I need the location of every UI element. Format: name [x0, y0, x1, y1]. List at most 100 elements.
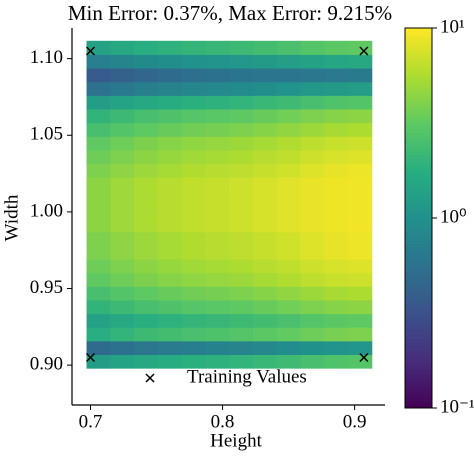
- heatmap-cell: [300, 177, 325, 192]
- heatmap-cell: [110, 327, 135, 342]
- heatmap-cell: [252, 81, 278, 96]
- heatmap-cell: [276, 149, 301, 165]
- heatmap-cell: [86, 40, 111, 55]
- heatmap-cell: [157, 95, 183, 110]
- heatmap-cell: [110, 204, 135, 219]
- heatmap-cell: [205, 163, 230, 178]
- colorbar-gradient: [405, 227, 432, 232]
- heatmap-cell: [324, 218, 349, 233]
- heatmap-cell: [324, 108, 349, 124]
- colorbar-gradient: [405, 151, 432, 156]
- colorbar-gradient: [405, 246, 432, 251]
- y-tick-label: 1.05: [30, 124, 63, 145]
- heatmap-cell: [300, 40, 325, 55]
- colorbar-gradient: [405, 297, 432, 301]
- heatmap-cell: [157, 340, 183, 356]
- colorbar-gradient: [405, 275, 432, 279]
- heatmap-cell: [252, 354, 278, 369]
- heatmap-cell: [157, 272, 183, 287]
- heatmap-cell: [134, 108, 159, 124]
- heatmap-cell: [252, 286, 278, 301]
- heatmap-cell: [181, 259, 206, 274]
- heatmap-cell: [157, 259, 183, 274]
- heatmap-cell: [157, 177, 183, 192]
- heatmap-cell: [276, 190, 301, 205]
- heatmap-cell: [181, 136, 206, 151]
- colorbar-gradient: [405, 303, 432, 308]
- marker-stroke: [145, 373, 155, 383]
- heatmap-cell: [324, 177, 349, 192]
- colorbar-gradient: [405, 189, 432, 194]
- heatmap-cell: [324, 299, 349, 315]
- heatmap-cell: [181, 163, 206, 178]
- heatmap-cell: [348, 108, 373, 124]
- heatmap-cell: [276, 177, 301, 192]
- heatmap-cell: [252, 204, 278, 219]
- heatmap-cell: [348, 286, 373, 301]
- heatmap-cell: [181, 95, 206, 110]
- heatmap-cell: [205, 313, 230, 328]
- heatmap-cell: [157, 122, 183, 137]
- colorbar-gradient: [405, 316, 432, 320]
- colorbar-gradient: [405, 195, 432, 200]
- heatmap-cell: [110, 122, 135, 137]
- heatmap-cell: [229, 190, 254, 205]
- colorbar-gradient: [405, 170, 432, 175]
- heatmap-cell: [181, 327, 206, 342]
- colorbar-gradient: [405, 94, 432, 99]
- heatmap-cell: [181, 299, 206, 315]
- heatmap-cell: [252, 163, 278, 178]
- heatmap-cell: [276, 245, 301, 260]
- heatmap-cell: [157, 163, 183, 178]
- heatmap-cell: [157, 299, 183, 315]
- heatmap-cell: [324, 354, 349, 369]
- heatmap-cell: [324, 81, 349, 96]
- heatmap-cell: [229, 313, 254, 328]
- heatmap-cell: [134, 272, 159, 287]
- heatmap-cell: [348, 68, 373, 83]
- colorbar-gradient: [405, 97, 432, 102]
- heatmap-cell: [157, 190, 183, 205]
- heatmap-cell: [134, 81, 159, 96]
- colorbar-gradient: [405, 256, 432, 260]
- heatmap-cell: [181, 54, 206, 69]
- heatmap-cell: [252, 259, 278, 274]
- colorbar-gradient: [405, 259, 432, 263]
- heatmap-cell: [252, 245, 278, 260]
- colorbar-gradient: [405, 300, 432, 304]
- heatmap-cell: [300, 313, 325, 328]
- heatmap-cell: [110, 177, 135, 192]
- colorbar-gradient: [405, 370, 432, 374]
- heatmap-cell: [324, 272, 349, 287]
- heatmap-cell: [276, 122, 301, 137]
- heatmap-cell: [229, 163, 254, 178]
- heatmap-cell: [300, 54, 325, 69]
- heatmap-cell: [276, 259, 301, 274]
- heatmap-cell: [110, 286, 135, 301]
- heatmap-cell: [110, 245, 135, 260]
- colorbar-gradient: [405, 208, 432, 213]
- heatmap-cell: [86, 149, 111, 165]
- colorbar-gradient: [405, 309, 432, 314]
- heatmap-cell: [157, 313, 183, 328]
- heatmap-cell: [110, 68, 135, 83]
- heatmap-cell: [86, 122, 111, 137]
- heatmap-cell: [252, 231, 278, 246]
- heatmap-cell: [110, 272, 135, 287]
- colorbar-gradient: [405, 325, 432, 330]
- heatmap-cell: [300, 149, 325, 165]
- heatmap-cell: [181, 40, 206, 55]
- heatmap-cell: [300, 190, 325, 205]
- heatmap-cell: [229, 218, 254, 233]
- heatmap-cell: [181, 190, 206, 205]
- colorbar-gradient: [405, 398, 432, 403]
- heatmap-cell: [134, 299, 159, 315]
- colorbar-gradient: [405, 59, 432, 64]
- heatmap-cell: [134, 190, 159, 205]
- heatmap-cell: [134, 163, 159, 178]
- colorbar-gradient: [405, 78, 432, 83]
- heatmap-cell: [134, 313, 159, 328]
- heatmap-cell: [110, 218, 135, 233]
- colorbar-gradient: [405, 347, 432, 352]
- heatmap-cell: [324, 95, 349, 110]
